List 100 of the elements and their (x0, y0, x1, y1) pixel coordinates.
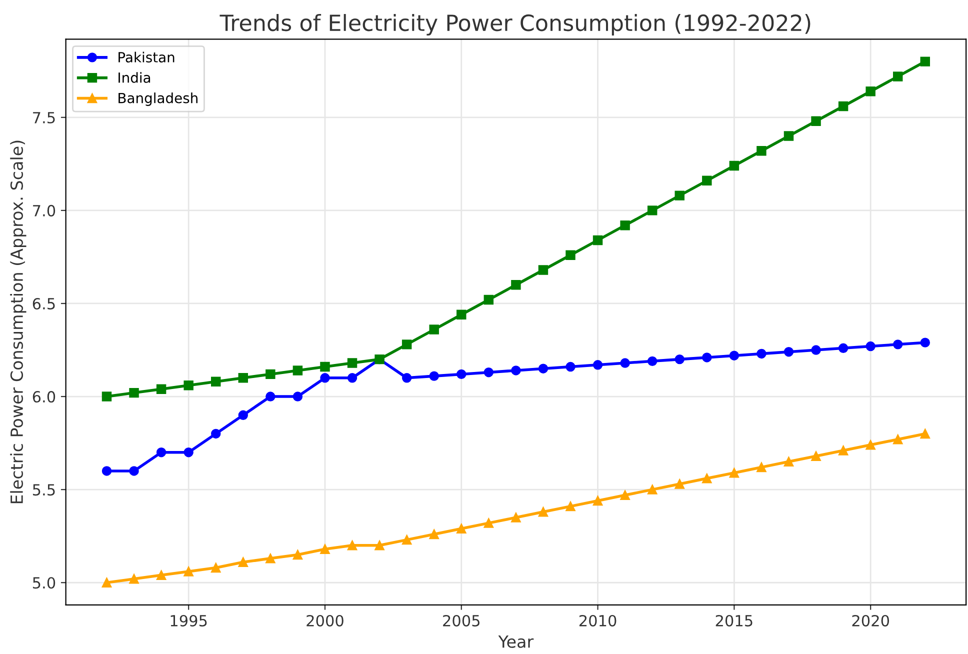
point (211, 562, 221, 573)
x-tick-label: 2000 (306, 614, 344, 626)
point (866, 86, 876, 96)
y-tick-label: 7.5 (33, 112, 55, 124)
point (266, 554, 276, 564)
chart-title: Trends of Electricity Power Consumption (1992-2022) (220, 14, 810, 36)
point (729, 160, 740, 171)
point (920, 428, 930, 439)
point (702, 352, 712, 362)
point (566, 250, 576, 260)
point (566, 362, 576, 372)
point (320, 373, 330, 383)
point (538, 364, 548, 374)
point (347, 358, 358, 368)
point (102, 392, 112, 402)
point (238, 373, 248, 383)
legend-label: Bangladesh (118, 92, 198, 106)
point (592, 360, 603, 370)
point (129, 574, 139, 584)
point (129, 388, 139, 398)
x-tick-label: 2015 (716, 614, 752, 626)
point (674, 190, 684, 200)
point (129, 466, 139, 476)
point (674, 479, 684, 489)
point (866, 440, 876, 450)
point (211, 428, 221, 439)
point (784, 131, 794, 141)
point (511, 366, 521, 376)
point (511, 280, 521, 290)
point (402, 373, 412, 383)
point (292, 366, 303, 376)
point (729, 468, 740, 478)
legend-label: India (118, 72, 150, 83)
point (811, 345, 821, 355)
point (784, 456, 794, 467)
y-tick-label: 6.0 (32, 390, 56, 403)
point (838, 446, 848, 456)
y-tick-label: 6.5 (32, 298, 55, 310)
x-axis-title: Year (498, 636, 534, 648)
point (184, 566, 194, 576)
point (292, 550, 303, 560)
point (292, 392, 303, 402)
point (811, 451, 821, 461)
point (238, 410, 248, 420)
point (538, 507, 548, 517)
point (647, 484, 658, 494)
point (592, 496, 603, 506)
y-tick-label: 5.5 (32, 484, 55, 496)
point (838, 101, 848, 112)
y-tick-label: 5.0 (32, 577, 56, 589)
legend-label: Pakistan (118, 52, 174, 62)
y-tick-label: 7.0 (33, 204, 56, 216)
point (756, 348, 766, 359)
point (538, 265, 548, 275)
point (402, 340, 412, 350)
point (920, 338, 930, 348)
point (838, 343, 848, 354)
point (156, 570, 166, 580)
point (784, 347, 794, 357)
x-tick-label: 1995 (170, 614, 207, 626)
point (347, 540, 358, 550)
point (893, 72, 903, 82)
point (320, 362, 330, 372)
point (702, 474, 712, 484)
point (456, 369, 466, 380)
point (429, 529, 439, 540)
point (102, 466, 112, 476)
point (184, 447, 194, 458)
point (920, 56, 930, 66)
point (756, 462, 766, 472)
point (402, 534, 412, 545)
point (266, 392, 276, 402)
point (729, 350, 740, 360)
point (102, 578, 112, 588)
x-tick-label: 2020 (852, 614, 890, 626)
point (456, 310, 466, 320)
point (156, 384, 166, 394)
point (702, 176, 712, 186)
point (266, 369, 276, 380)
point (429, 324, 439, 334)
x-tick-label: 2005 (443, 614, 480, 626)
point (374, 540, 384, 550)
point (620, 358, 630, 368)
point (893, 434, 903, 444)
point (429, 371, 439, 381)
point (320, 544, 330, 554)
y-axis-title: Electric Power Consumption (Approx. Scale) (10, 140, 26, 504)
point (238, 557, 248, 568)
point (211, 376, 221, 387)
point (866, 341, 876, 352)
point (347, 373, 358, 383)
point (592, 235, 603, 246)
point (893, 340, 903, 350)
point (511, 512, 521, 522)
point (566, 501, 576, 512)
point (484, 294, 494, 305)
point (184, 380, 194, 390)
point (484, 518, 494, 528)
point (647, 356, 658, 366)
point (620, 490, 630, 500)
